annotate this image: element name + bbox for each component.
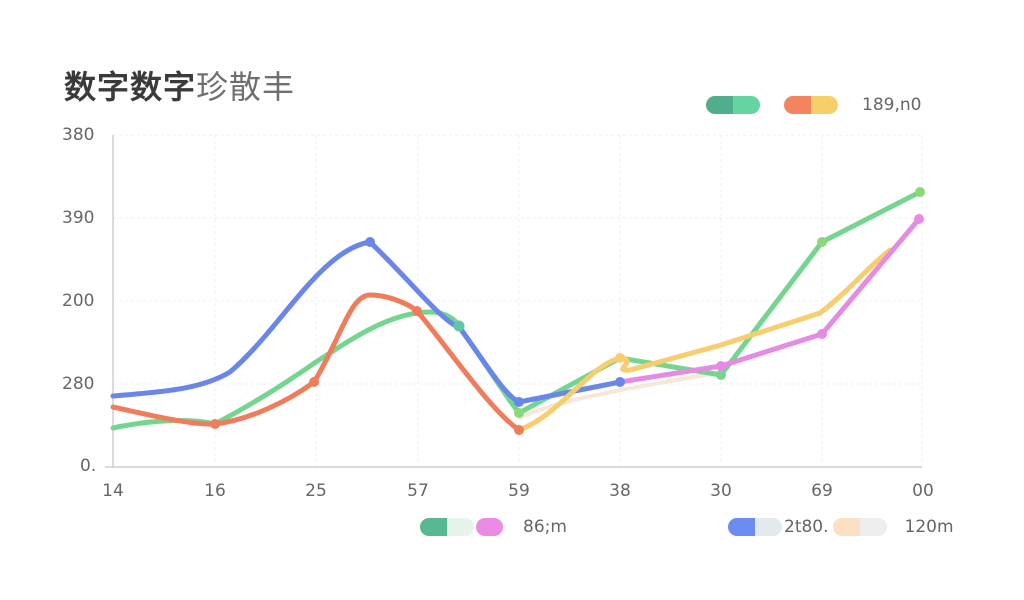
y-tick-label: 390 <box>62 208 95 228</box>
x-tick-label: 14 <box>102 481 124 501</box>
legend-top-label: 189,n0 <box>862 95 922 115</box>
x-tick-label: 25 <box>305 481 327 501</box>
y-tick-label: 280 <box>62 374 95 394</box>
y-tick-label: 200 <box>62 291 95 311</box>
legend-swatch-pink[interactable] <box>476 518 503 536</box>
legend-swatch-blue[interactable] <box>728 518 782 536</box>
series-blue <box>110 239 623 405</box>
legend-top: 189,n0 <box>706 95 921 115</box>
series-green <box>110 189 923 431</box>
grid-lines <box>113 134 923 467</box>
x-tick-label: 00 <box>912 481 934 501</box>
legend-bottom-right-label-2: 120m <box>904 517 954 537</box>
legend-bottom-left: 86;m <box>420 517 567 537</box>
series-yellow <box>516 247 893 433</box>
x-tick-label: 38 <box>609 481 631 501</box>
x-tick-label: 69 <box>811 481 833 501</box>
chart-title-main: 数字数字 <box>64 68 197 106</box>
legend-bottom-right: 2t80. 120m <box>728 517 954 537</box>
data-markers <box>210 187 925 435</box>
series-orange <box>110 292 522 433</box>
x-tick-label: 57 <box>407 481 429 501</box>
legend-swatch-peach[interactable] <box>832 518 887 536</box>
x-tick-label: 30 <box>710 481 732 501</box>
series-faint-beige <box>518 370 722 420</box>
legend-swatch-green-light[interactable] <box>420 518 474 536</box>
legend-swatch-green[interactable] <box>706 96 760 114</box>
x-tick-label: 59 <box>508 481 530 501</box>
series-pink <box>617 216 922 385</box>
legend-bottom-right-label: 2t80. <box>784 517 829 537</box>
legend-swatch-orange-yellow[interactable] <box>784 96 838 114</box>
legend-bottom-left-label: 86;m <box>523 517 567 537</box>
chart-title-suffix: 珍散丰 <box>196 68 296 106</box>
x-tick-label: 16 <box>204 481 226 501</box>
y-tick-label: 0. <box>80 456 97 476</box>
y-tick-label: 380 <box>62 125 95 145</box>
chart-title: 数字数字珍散丰 <box>64 62 295 108</box>
